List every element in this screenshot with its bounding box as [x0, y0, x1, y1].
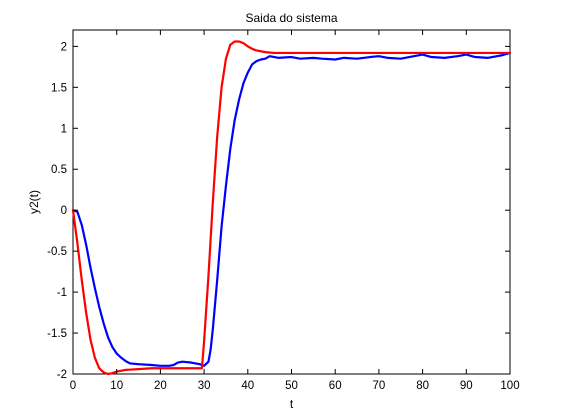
axes-box — [72, 29, 511, 375]
plot-area: 0 10 20 30 40 50 60 70 80 90 100 -2 -1.5 -1 -0.5 0 0.5 1 1… — [47, 29, 520, 392]
x-tick-label: 20 — [154, 380, 167, 392]
y-tick-label: 1.5 — [51, 82, 67, 94]
x-tick-label: 60 — [329, 380, 342, 392]
y-tick-label: 1 — [61, 123, 67, 135]
x-tick-label: 40 — [241, 380, 254, 392]
chart-title: Saida do sistema — [245, 11, 337, 25]
x-axis-title: t — [290, 397, 294, 411]
y-tick-label: -2 — [57, 369, 67, 381]
x-tick-label: 30 — [198, 380, 211, 392]
y-tick-label: 0 — [61, 205, 67, 217]
x-tick-label: 0 — [70, 380, 76, 392]
y-tick-label: -0.5 — [47, 246, 67, 258]
y-tick-label: -1 — [57, 287, 67, 299]
x-tick-label: 90 — [460, 380, 473, 392]
series-layer — [71, 40, 512, 376]
y-axis-title: y2(t) — [27, 190, 41, 214]
x-tick-label: 100 — [500, 380, 519, 392]
series-line-2 — [71, 40, 512, 376]
x-tick-label: 50 — [285, 380, 298, 392]
x-tick-label: 70 — [373, 380, 386, 392]
x-tick-label: 10 — [110, 380, 123, 392]
tick-layer: 0 10 20 30 40 50 60 70 80 90 100 -2 -1.5 -1 -0.5 0 0.5 1 1… — [47, 30, 520, 392]
x-tick-label: 80 — [416, 380, 429, 392]
y-tick-label: 2 — [61, 41, 67, 53]
y-tick-label: 0.5 — [51, 164, 67, 176]
y-tick-label: -1.5 — [47, 328, 67, 340]
series-line-1 — [71, 51, 512, 367]
